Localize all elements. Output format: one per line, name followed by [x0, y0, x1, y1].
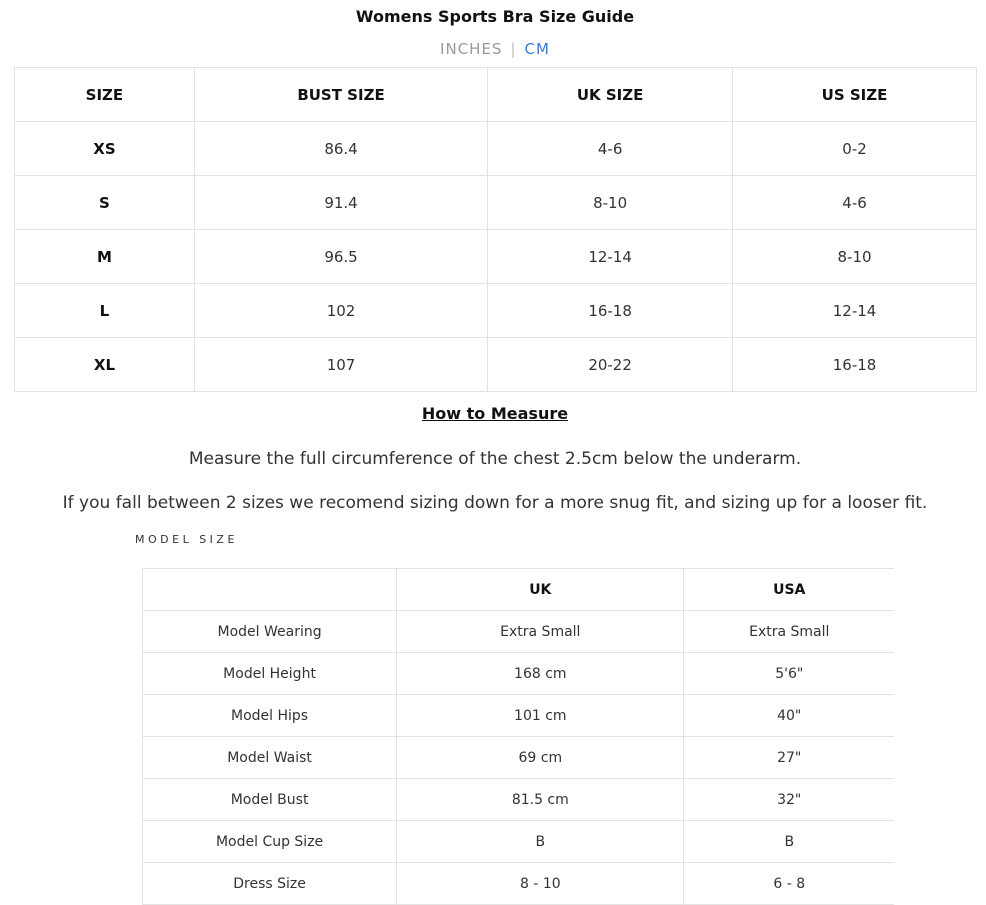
- size-table: SIZE BUST SIZE UK SIZE US SIZE XS 86.4 4-6 0-2 S…: [14, 67, 977, 392]
- table-cell: Model Wearing: [141, 610, 398, 653]
- measure-instruction: Measure the full circumference of the ch…: [188, 449, 802, 469]
- table-cell: 6 - 8: [683, 862, 894, 905]
- table-cell: 20-22: [487, 337, 734, 392]
- table-row: Model Waist 69 cm 27": [141, 736, 894, 779]
- table-cell: 107: [193, 337, 489, 392]
- table-cell: 91.4: [193, 175, 489, 230]
- table-cell: Extra Small: [396, 610, 685, 653]
- table-row: XS 86.4 4-6 0-2: [14, 121, 977, 176]
- table-cell: 40": [683, 694, 894, 737]
- table-cell: 81.5 cm: [396, 778, 685, 821]
- column-header: USA: [683, 568, 894, 611]
- table-cell: Model Height: [141, 652, 398, 695]
- table-cell: 102: [193, 283, 489, 338]
- table-cell: Model Bust: [141, 778, 398, 821]
- how-to-measure-heading: How to Measure: [421, 404, 569, 423]
- unit-toggle: INCHES | CM: [0, 40, 986, 58]
- table-row: M 96.5 12-14 8-10: [14, 229, 977, 284]
- table-cell: 101 cm: [396, 694, 685, 737]
- table-cell: Extra Small: [683, 610, 894, 653]
- table-cell: Model Hips: [141, 694, 398, 737]
- table-cell: 4-6: [732, 175, 977, 230]
- table-cell: 16-18: [487, 283, 734, 338]
- table-cell: XL: [14, 337, 195, 392]
- column-header: [141, 568, 398, 611]
- table-row: Dress Size 8 - 10 6 - 8: [141, 862, 894, 905]
- table-cell: 32": [683, 778, 894, 821]
- inches-toggle[interactable]: INCHES: [440, 40, 503, 58]
- table-row: S 91.4 8-10 4-6: [14, 175, 977, 230]
- table-cell: Dress Size: [141, 862, 398, 905]
- header-row: UK USA: [141, 568, 894, 611]
- table-cell: 27": [683, 736, 894, 779]
- table-cell: B: [396, 820, 685, 863]
- column-header: US SIZE: [732, 67, 977, 122]
- table-cell: 0-2: [732, 121, 977, 176]
- column-header: BUST SIZE: [193, 67, 489, 122]
- table-cell: 12-14: [487, 229, 734, 284]
- header-row: SIZE BUST SIZE UK SIZE US SIZE: [14, 67, 977, 122]
- table-cell: 86.4: [193, 121, 489, 176]
- table-row: Model Wearing Extra Small Extra Small: [141, 610, 894, 653]
- page-title: Womens Sports Bra Size Guide: [355, 7, 635, 26]
- table-cell: 8-10: [732, 229, 977, 284]
- table-row: Model Bust 81.5 cm 32": [141, 778, 894, 821]
- model-size-heading: MODEL SIZE: [135, 533, 238, 546]
- table-cell: 16-18: [732, 337, 977, 392]
- table-cell: 12-14: [732, 283, 977, 338]
- table-cell: XS: [14, 121, 195, 176]
- table-cell: 8 - 10: [396, 862, 685, 905]
- column-header: UK SIZE: [487, 67, 734, 122]
- table-cell: Model Waist: [141, 736, 398, 779]
- table-cell: 4-6: [487, 121, 734, 176]
- table-row: Model Height 168 cm 5'6": [141, 652, 894, 695]
- table-cell: 96.5: [193, 229, 489, 284]
- table-cell: 8-10: [487, 175, 734, 230]
- table-cell: 168 cm: [396, 652, 685, 695]
- column-header: SIZE: [14, 67, 195, 122]
- table-row: XL 107 20-22 16-18: [14, 337, 977, 392]
- table-cell: 5'6": [683, 652, 894, 695]
- sizing-advice: If you fall between 2 sizes we recomend …: [62, 493, 928, 513]
- table-cell: M: [14, 229, 195, 284]
- table-row: Model Cup Size B B: [141, 820, 894, 863]
- table-row: Model Hips 101 cm 40": [141, 694, 894, 737]
- table-cell: L: [14, 283, 195, 338]
- cm-toggle[interactable]: CM: [524, 40, 550, 58]
- unit-separator: |: [510, 40, 517, 58]
- table-cell: Model Cup Size: [141, 820, 398, 863]
- table-row: L 102 16-18 12-14: [14, 283, 977, 338]
- model-size-table: UK USA Model Wearing Extra Small Extra Small…: [141, 568, 894, 905]
- table-cell: S: [14, 175, 195, 230]
- table-cell: B: [683, 820, 894, 863]
- table-cell: 69 cm: [396, 736, 685, 779]
- column-header: UK: [396, 568, 685, 611]
